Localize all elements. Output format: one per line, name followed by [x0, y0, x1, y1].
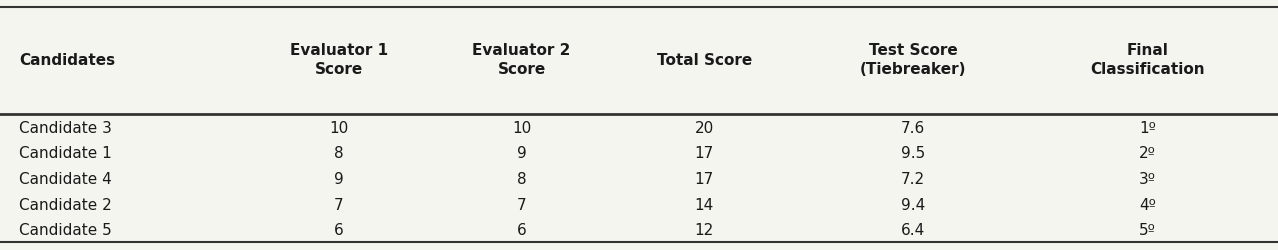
- Text: 6: 6: [334, 222, 344, 237]
- Text: 8: 8: [516, 171, 527, 186]
- Text: Candidate 2: Candidate 2: [19, 197, 112, 212]
- Text: 12: 12: [695, 222, 714, 237]
- Text: Candidate 3: Candidate 3: [19, 120, 112, 135]
- Text: 10: 10: [330, 120, 349, 135]
- Text: Candidate 1: Candidate 1: [19, 146, 112, 161]
- Text: 5º: 5º: [1140, 222, 1157, 237]
- Text: 1º: 1º: [1140, 120, 1157, 135]
- Text: 9.5: 9.5: [901, 146, 925, 161]
- Text: Test Score
(Tiebreaker): Test Score (Tiebreaker): [860, 43, 966, 77]
- Text: Candidate 5: Candidate 5: [19, 222, 112, 237]
- Text: Evaluator 2
Score: Evaluator 2 Score: [473, 43, 571, 77]
- Text: 7: 7: [334, 197, 344, 212]
- Text: Final
Classification: Final Classification: [1090, 43, 1205, 77]
- Text: 14: 14: [695, 197, 714, 212]
- Text: 6: 6: [516, 222, 527, 237]
- Text: Evaluator 1
Score: Evaluator 1 Score: [290, 43, 389, 77]
- Text: 17: 17: [695, 146, 714, 161]
- Text: Total Score: Total Score: [657, 52, 751, 68]
- Text: 7.6: 7.6: [901, 120, 925, 135]
- Text: 9.4: 9.4: [901, 197, 925, 212]
- Text: 7.2: 7.2: [901, 171, 925, 186]
- Text: 3º: 3º: [1139, 171, 1157, 186]
- Text: 8: 8: [334, 146, 344, 161]
- Text: Candidates: Candidates: [19, 52, 115, 68]
- Text: 9: 9: [334, 171, 344, 186]
- Text: Candidate 4: Candidate 4: [19, 171, 112, 186]
- Text: 10: 10: [512, 120, 532, 135]
- Text: 2º: 2º: [1140, 146, 1157, 161]
- Text: 4º: 4º: [1140, 197, 1157, 212]
- Text: 17: 17: [695, 171, 714, 186]
- Text: 9: 9: [516, 146, 527, 161]
- Text: 20: 20: [695, 120, 714, 135]
- Text: 6.4: 6.4: [901, 222, 925, 237]
- Text: 7: 7: [516, 197, 527, 212]
